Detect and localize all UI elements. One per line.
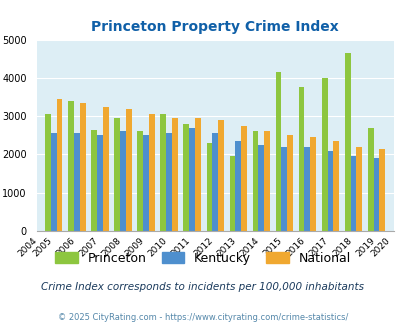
Bar — [206, 143, 212, 231]
Bar — [183, 124, 189, 231]
Bar — [74, 133, 79, 231]
Title: Princeton Property Crime Index: Princeton Property Crime Index — [91, 20, 338, 34]
Bar — [275, 72, 281, 231]
Bar — [252, 131, 258, 231]
Bar — [281, 147, 286, 231]
Bar — [120, 131, 126, 231]
Bar — [373, 158, 379, 231]
Legend: Princeton, Kentucky, National: Princeton, Kentucky, National — [50, 247, 355, 270]
Text: © 2025 CityRating.com - https://www.cityrating.com/crime-statistics/: © 2025 CityRating.com - https://www.city… — [58, 313, 347, 322]
Bar — [79, 103, 85, 231]
Bar — [367, 128, 373, 231]
Bar — [102, 107, 108, 231]
Bar — [97, 135, 102, 231]
Bar — [68, 101, 74, 231]
Bar — [172, 118, 177, 231]
Bar — [143, 135, 149, 231]
Bar — [344, 53, 350, 231]
Bar — [114, 118, 120, 231]
Bar — [350, 156, 356, 231]
Bar — [217, 120, 223, 231]
Bar — [258, 145, 264, 231]
Bar — [45, 114, 51, 231]
Bar — [304, 147, 309, 231]
Bar — [321, 78, 327, 231]
Bar — [149, 114, 154, 231]
Bar — [57, 99, 62, 231]
Bar — [194, 118, 200, 231]
Bar — [309, 137, 315, 231]
Bar — [379, 149, 384, 231]
Bar — [333, 141, 338, 231]
Bar — [327, 150, 333, 231]
Bar — [166, 133, 172, 231]
Bar — [356, 147, 361, 231]
Bar — [286, 135, 292, 231]
Text: Crime Index corresponds to incidents per 100,000 inhabitants: Crime Index corresponds to incidents per… — [41, 282, 364, 292]
Bar — [51, 133, 57, 231]
Bar — [229, 156, 235, 231]
Bar — [137, 131, 143, 231]
Bar — [264, 131, 269, 231]
Bar — [160, 114, 166, 231]
Bar — [241, 126, 246, 231]
Bar — [212, 133, 217, 231]
Bar — [126, 109, 131, 231]
Bar — [91, 130, 97, 231]
Bar — [235, 141, 241, 231]
Bar — [298, 87, 304, 231]
Bar — [189, 128, 194, 231]
